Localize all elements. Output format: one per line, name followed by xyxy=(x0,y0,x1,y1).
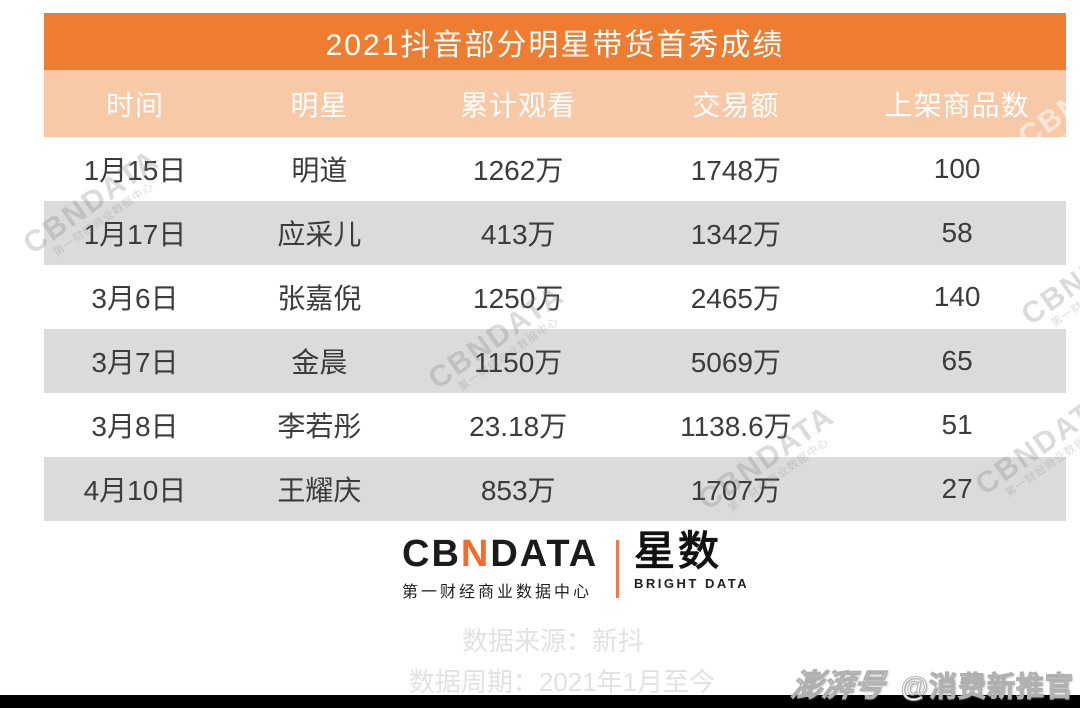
bottom-black-bar xyxy=(0,695,1080,708)
cbndata-logo-subtitle: 第一财经商业数据中心 xyxy=(402,584,593,601)
table-cell: 2465万 xyxy=(690,283,782,314)
table-cell: 140 xyxy=(933,281,981,312)
table-cell: 3月6日 xyxy=(91,283,179,314)
table-cell: 张嘉倪 xyxy=(277,283,362,314)
xingshu-logo: 星数 BRIGHT DATA xyxy=(634,528,750,592)
table-cell: 1150万 xyxy=(474,347,563,378)
cbndata-logo-wordmark: CBNDATA xyxy=(402,535,598,573)
table-row: 3月7日 金晨 1150万 5069万 65 xyxy=(44,329,1066,393)
table-cell: 3月7日 xyxy=(91,347,179,378)
logo-divider-line xyxy=(616,540,619,598)
table-cell: 应采儿 xyxy=(277,219,362,250)
table-cell: 1月17日 xyxy=(83,219,187,250)
table-body: 1月15日 明道 1262万 1748万 100 1月17日 应采儿 413万 1342万 58 3… xyxy=(44,137,1066,521)
table-cell: 3月8日 xyxy=(91,411,179,442)
table-row: 1月15日 明道 1262万 1748万 100 xyxy=(44,137,1066,201)
cbndata-logo: CBNDATA 第一财经商业数据中心 xyxy=(402,535,598,602)
cbndata-logo-prefix: CB xyxy=(402,533,461,575)
table-cell: 58 xyxy=(941,217,973,248)
publisher-watermark: 澎湃号 @消费新推官 xyxy=(788,660,1074,705)
title-banner: 2021抖音部分明星带货首秀成绩 xyxy=(44,13,1066,70)
table-cell: 853万 xyxy=(480,475,556,506)
table-cell: 李若彤 xyxy=(277,411,362,442)
table-cell: 1748万 xyxy=(690,155,782,186)
page-title: 2021抖音部分明星带货首秀成绩 xyxy=(325,28,785,62)
publisher-handle: @消费新推官 xyxy=(900,671,1074,703)
table-cell: 1138.6万 xyxy=(680,411,792,442)
table-column-header-row: 时间 明星 累计观看 交易额 上架商品数 xyxy=(44,70,1066,137)
table-cell: 1707万 xyxy=(690,475,782,506)
table-row: 3月6日 张嘉倪 1250万 2465万 140 xyxy=(44,265,1066,329)
cbndata-logo-n: N xyxy=(460,533,491,575)
table-cell: 413万 xyxy=(480,219,556,250)
column-header: 明星 xyxy=(290,89,349,121)
table-cell: 1250万 xyxy=(473,283,564,314)
column-header: 上架商品数 xyxy=(884,89,1030,121)
table-cell: 1342万 xyxy=(690,219,782,250)
table-cell: 4月10日 xyxy=(83,475,187,506)
column-header: 交易额 xyxy=(692,89,780,121)
xingshu-logo-name: 星数 xyxy=(634,528,722,574)
table-cell: 51 xyxy=(941,409,973,440)
table-cell: 27 xyxy=(941,473,973,504)
table-cell: 1262万 xyxy=(473,155,564,186)
table-cell: 金晨 xyxy=(291,347,348,378)
table-cell: 5069万 xyxy=(690,347,782,378)
table-cell: 65 xyxy=(941,345,973,376)
xingshu-logo-subtitle: BRIGHT DATA xyxy=(634,576,750,591)
table-cell: 王耀庆 xyxy=(277,475,362,506)
table-cell: 23.18万 xyxy=(469,411,568,442)
table-cell: 明道 xyxy=(291,155,348,186)
data-source-line: 数据来源：新抖 xyxy=(461,626,644,656)
table-cell: 100 xyxy=(933,153,981,184)
pengpai-logo: 澎湃号 xyxy=(788,668,887,704)
data-period-line: 数据周期：2021年1月至今 xyxy=(408,667,716,697)
column-header: 时间 xyxy=(105,89,164,121)
table-row: 4月10日 王耀庆 853万 1707万 27 xyxy=(44,457,1066,521)
column-header: 累计观看 xyxy=(460,89,577,121)
cbndata-logo-suffix: DATA xyxy=(490,533,599,575)
table-row: 1月17日 应采儿 413万 1342万 58 xyxy=(44,201,1066,265)
table-row: 3月8日 李若彤 23.18万 1138.6万 51 xyxy=(44,393,1066,457)
table-cell: 1月15日 xyxy=(83,155,187,186)
